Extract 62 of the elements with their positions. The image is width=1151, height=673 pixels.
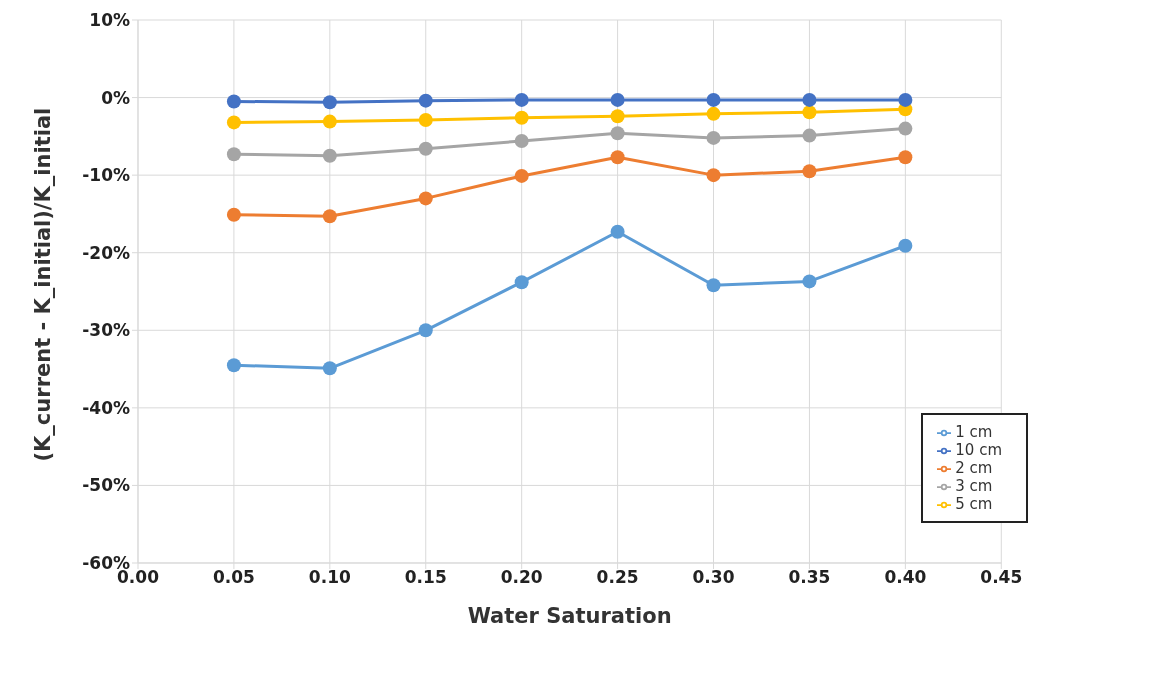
x-tick-label: 0.35 <box>788 567 831 588</box>
point <box>802 105 817 120</box>
point <box>226 358 241 373</box>
point <box>418 93 433 108</box>
legend-label: 3 cm <box>955 477 993 495</box>
y-tick-label: -20% <box>82 242 130 263</box>
x-tick-label: 0.30 <box>692 567 735 588</box>
point <box>610 92 625 107</box>
point <box>706 92 721 107</box>
point <box>802 164 817 179</box>
legend-label: 10 cm <box>955 441 1002 459</box>
x-tick-label: 0.40 <box>884 567 927 588</box>
point <box>418 113 433 128</box>
point <box>706 106 721 121</box>
point <box>322 361 337 376</box>
point <box>322 95 337 110</box>
point <box>802 128 817 143</box>
point <box>610 150 625 165</box>
point <box>514 168 529 183</box>
point <box>898 238 913 253</box>
y-tick-label: 0% <box>101 87 130 108</box>
point <box>322 209 337 224</box>
x-tick-label: 0.10 <box>308 567 351 588</box>
x-tick-label: 0.45 <box>980 567 1023 588</box>
point <box>610 224 625 239</box>
point <box>418 141 433 156</box>
point <box>514 134 529 149</box>
y-tick-label: 10% <box>89 10 130 31</box>
legend-label: 1 cm <box>955 423 993 441</box>
point <box>610 126 625 141</box>
point <box>802 274 817 289</box>
point <box>514 92 529 107</box>
y-tick-label: -10% <box>82 165 130 186</box>
point <box>898 121 913 136</box>
y-tick-label: -30% <box>82 320 130 341</box>
y-tick-label: -50% <box>82 475 130 496</box>
point <box>802 92 817 107</box>
legend-label: 2 cm <box>955 459 993 477</box>
x-tick-label: 0.20 <box>500 567 543 588</box>
point <box>706 168 721 183</box>
point <box>226 147 241 162</box>
point <box>898 92 913 107</box>
point <box>418 323 433 338</box>
point <box>322 114 337 129</box>
x-axis-title: Water Saturation <box>467 604 672 628</box>
point <box>226 94 241 109</box>
point <box>898 150 913 165</box>
point <box>226 115 241 130</box>
point <box>706 130 721 145</box>
x-tick-label: 0.05 <box>212 567 255 588</box>
point <box>322 148 337 163</box>
point <box>706 278 721 293</box>
x-tick-label: 0.25 <box>596 567 639 588</box>
point <box>514 275 529 290</box>
x-tick-label: 0.15 <box>404 567 447 588</box>
point <box>226 207 241 222</box>
legend-label: 5 cm <box>955 495 993 513</box>
point <box>418 191 433 206</box>
point <box>610 109 625 124</box>
y-axis-title: (K_current - K_initial)/K_initial <box>31 107 56 462</box>
y-tick-label: -40% <box>82 397 130 418</box>
point <box>514 110 529 125</box>
